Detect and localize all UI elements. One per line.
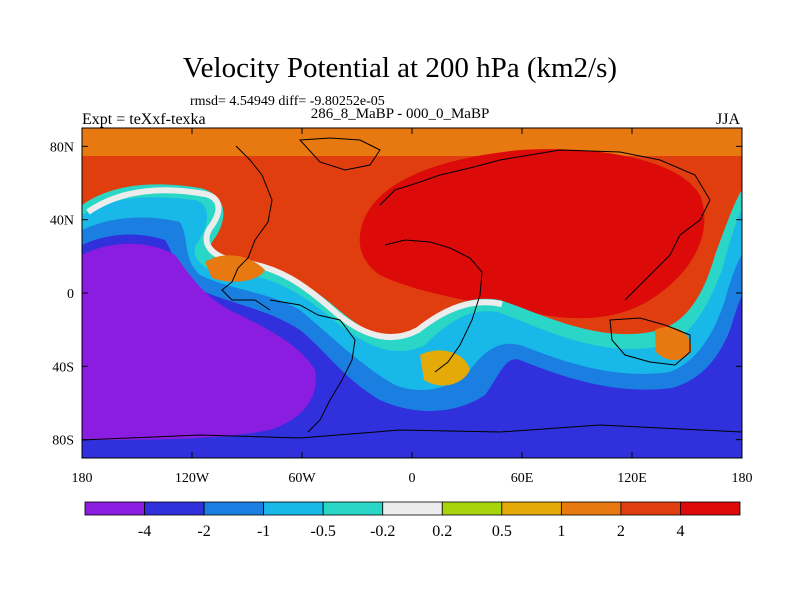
x-tick-label: 180 (72, 471, 93, 486)
colorbar-label: 1 (557, 523, 565, 540)
coastline-north-america (221, 145, 273, 311)
y-tick-label: 40N (50, 214, 74, 229)
colorbar-label: 0.5 (492, 523, 512, 540)
coastline-antarctica (82, 424, 742, 441)
colorbar-label: -0.2 (370, 523, 395, 540)
colorbar-label: -2 (197, 523, 210, 540)
coastline-greenland (298, 137, 381, 171)
eurasia-max (359, 149, 705, 319)
colorbar-segment (501, 501, 562, 516)
y-tick-label: 40S (52, 360, 74, 375)
colorbar-segment (441, 501, 503, 516)
y-tick-label: 80S (52, 434, 74, 449)
colorbar-segment (620, 501, 681, 516)
colorbar-label: 2 (617, 523, 625, 540)
colorbar-segment (203, 501, 265, 516)
colorbar-label: -0.5 (311, 523, 336, 540)
x-tick-label: 180 (732, 471, 753, 486)
colorbar-segment (560, 501, 622, 516)
australia-positive (655, 326, 692, 361)
coastlines (82, 137, 742, 441)
x-tick-label: 120E (617, 471, 647, 486)
season-label: JJA (715, 111, 740, 128)
colorbar-label: -4 (138, 523, 151, 540)
x-tick-label: 0 (409, 471, 416, 486)
colorbar-label: 4 (676, 523, 684, 540)
coastline-australia (609, 317, 691, 366)
colorbar-segment (680, 501, 741, 516)
colorbar-segment (382, 501, 443, 516)
colorbar: -4 -2 -1 -0.5 -0.2 0.2 0.5 1 2 4 (84, 501, 741, 540)
center-label: 286_8_MaBP - 000_0_MaBP (310, 106, 490, 122)
y-tick-label: 0 (67, 287, 74, 302)
coastline-africa (384, 239, 483, 373)
experiment-label: Expt = teXxf-texka (82, 111, 206, 128)
y-tick-label: 80N (50, 140, 74, 155)
x-tick-label: 120W (175, 471, 210, 486)
colorbar-segment (144, 501, 205, 516)
x-axis: 180 120W 60W 0 60E 120E 180 (72, 128, 753, 486)
colorbar-segment (84, 501, 145, 516)
map-field (82, 128, 742, 458)
coastline-eurasia (379, 149, 711, 301)
x-tick-label: 60W (288, 471, 316, 486)
colorbar-label: 0.2 (432, 523, 452, 540)
stats-label: rmsd= 4.54949 diff= -9.80252e-05 (190, 94, 385, 109)
pacific-min (82, 243, 316, 440)
colorbar-label: -1 (257, 523, 270, 540)
mexico-positive (205, 255, 265, 282)
x-tick-label: 60E (511, 471, 534, 486)
colorbar-segment (322, 501, 384, 516)
y-axis: 80N 40N 0 40S 80S (50, 140, 742, 449)
coastline-south-america (269, 299, 356, 433)
chart-title: Velocity Potential at 200 hPa (km2/s) (182, 52, 618, 84)
africa-positive (420, 350, 470, 386)
colorbar-segment (263, 501, 324, 516)
